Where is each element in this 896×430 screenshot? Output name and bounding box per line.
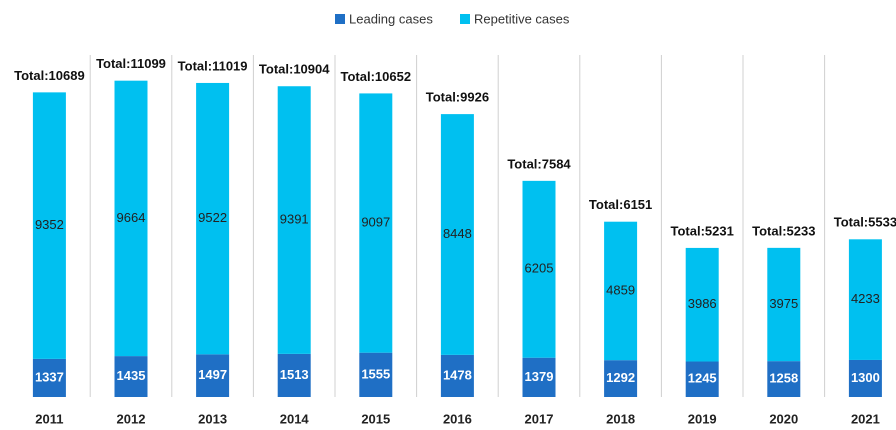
total-label: Total:10689 — [14, 68, 85, 83]
x-tick-label: 2014 — [280, 411, 310, 426]
data-label: 1337 — [35, 369, 64, 384]
total-label: Total:5233 — [752, 223, 815, 238]
data-label: 1478 — [443, 367, 472, 382]
total-label: Total:11099 — [96, 56, 166, 71]
data-label: 6205 — [525, 261, 554, 276]
x-tick-label: 2013 — [198, 411, 227, 426]
bar-segment — [604, 221, 638, 361]
data-label: 8448 — [443, 226, 472, 241]
x-tick-label: 2011 — [35, 411, 63, 426]
x-tick-label: 2012 — [117, 411, 146, 426]
total-label: Total:5533 — [834, 215, 896, 230]
data-label: 9522 — [198, 210, 227, 225]
bar-segment — [522, 357, 556, 397]
data-label: 4233 — [851, 291, 880, 306]
data-label: 1435 — [117, 368, 146, 383]
data-label: 1379 — [525, 369, 554, 384]
total-label: Total:6151 — [589, 197, 652, 212]
bar-segment — [359, 352, 393, 397]
total-label: Total:11019 — [178, 58, 248, 73]
x-tick-label: 2021 — [851, 411, 880, 426]
bar-segment — [440, 354, 474, 397]
bar-segment — [604, 360, 638, 397]
legend-label: Repetitive cases — [474, 11, 570, 26]
data-label: 9391 — [280, 211, 309, 226]
total-label: Total:7584 — [507, 156, 571, 171]
legend-swatch — [460, 14, 470, 24]
bar-segment — [848, 359, 882, 397]
bar-segment — [114, 356, 148, 397]
data-label: 9097 — [361, 214, 390, 229]
bar-segment — [114, 80, 148, 357]
bar-segment — [277, 353, 311, 397]
legend-swatch — [335, 14, 345, 24]
total-label: Total:9926 — [426, 90, 489, 105]
bar-segment — [196, 354, 230, 397]
data-label: 9664 — [117, 210, 146, 225]
data-label: 1497 — [198, 367, 227, 382]
bar-segment — [32, 92, 66, 359]
data-label: 1245 — [688, 371, 717, 386]
data-label: 1513 — [280, 367, 309, 382]
bar-segment — [767, 247, 801, 362]
data-label: 3975 — [769, 296, 798, 311]
data-label: 1555 — [361, 366, 390, 381]
bar-segment — [522, 180, 556, 358]
bar-segment — [32, 358, 66, 397]
bar-segment — [277, 86, 311, 354]
bar-segment — [685, 361, 719, 397]
bar-segment — [359, 93, 393, 353]
x-tick-label: 2019 — [688, 411, 717, 426]
x-tick-label: 2016 — [443, 411, 472, 426]
bar-segment — [767, 361, 801, 397]
bar-segment — [685, 247, 719, 362]
x-tick-label: 2017 — [525, 411, 554, 426]
x-tick-label: 2018 — [606, 411, 635, 426]
x-tick-label: 2015 — [361, 411, 390, 426]
total-label: Total:10652 — [341, 69, 412, 84]
total-label: Total:10904 — [259, 62, 330, 77]
bar-segment — [440, 114, 474, 355]
bar-segment — [848, 239, 882, 360]
data-label: 3986 — [688, 296, 717, 311]
bar-segment — [196, 82, 230, 355]
data-label: 9352 — [35, 217, 64, 232]
data-label: 1258 — [769, 371, 798, 386]
legend-label: Leading cases — [349, 11, 433, 26]
total-label: Total:5231 — [671, 223, 734, 238]
x-tick-label: 2020 — [769, 411, 798, 426]
data-label: 1300 — [851, 370, 880, 385]
data-label: 4859 — [606, 282, 635, 297]
data-label: 1292 — [606, 370, 635, 385]
